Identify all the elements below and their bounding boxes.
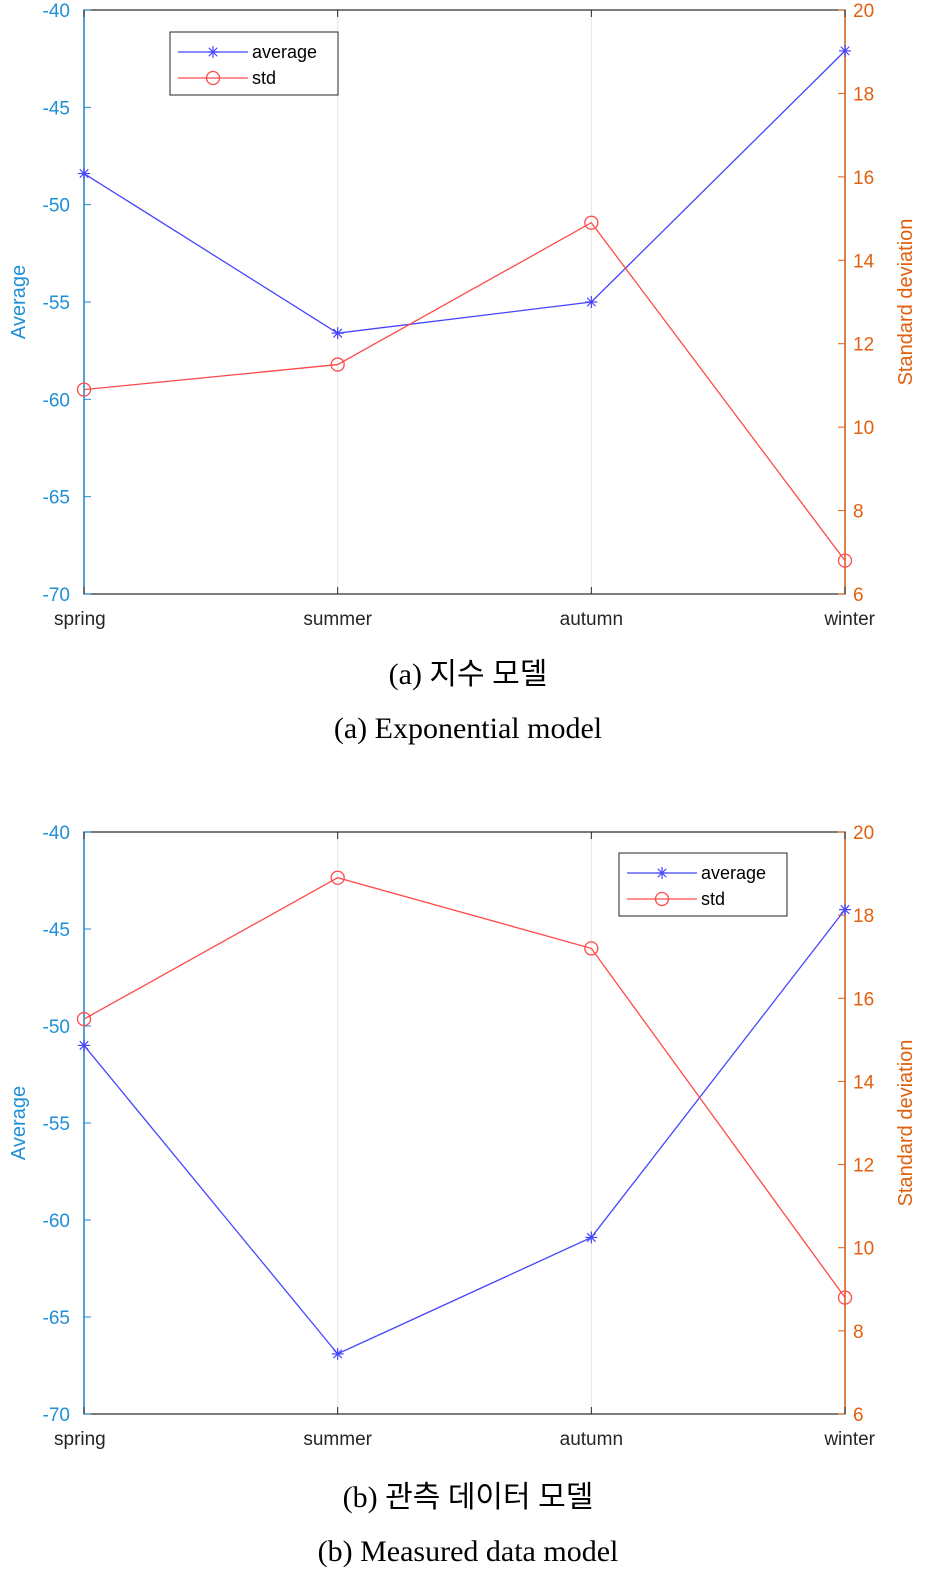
series-line-average — [83, 909, 846, 1355]
data-point-average — [331, 1347, 344, 1360]
left-tick-label: -60 — [43, 390, 70, 411]
x-tick-label: spring — [54, 609, 106, 630]
legend-box — [169, 31, 339, 96]
right-tick-label: 8 — [853, 502, 864, 523]
legend-box — [618, 852, 788, 917]
right-tick-label: 14 — [853, 251, 875, 272]
right-y-axis: 20 18 16 14 12 10 8 6 — [838, 823, 875, 1426]
data-point-std — [837, 553, 853, 568]
data-point-average — [839, 903, 851, 916]
data-point-average — [839, 44, 851, 57]
right-tick-label: 14 — [853, 1072, 875, 1093]
left-tick-label: -55 — [43, 293, 70, 314]
data-point-average — [78, 1039, 90, 1052]
x-tick-label: summer — [303, 1429, 372, 1450]
series-group — [76, 870, 853, 1360]
data-point-average — [585, 1231, 598, 1244]
series-group — [76, 44, 853, 568]
left-y-axis: -40 -45 -50 -55 -60 -65 -70 — [43, 1, 91, 606]
left-tick-label: -40 — [43, 823, 70, 844]
left-tick-label: -50 — [43, 1017, 70, 1038]
x-tick-label: spring — [54, 1429, 106, 1450]
right-tick-label: 10 — [853, 418, 874, 439]
right-tick-label: 20 — [853, 1, 874, 22]
legend-average-label: average — [701, 863, 766, 883]
plot-area — [83, 831, 846, 1415]
series-line-std — [83, 877, 846, 1298]
left-y-axis-title: Average — [8, 1086, 30, 1160]
left-y-axis-title: Average — [8, 265, 30, 339]
right-tick-label: 16 — [853, 989, 874, 1010]
legend-std-label: std — [252, 68, 276, 88]
caption-korean: (a) 지수 모델 — [389, 658, 548, 691]
right-tick-label: 10 — [853, 1239, 874, 1260]
left-tick-label: -60 — [43, 1211, 70, 1232]
data-point-std — [330, 357, 345, 372]
series-line-average — [83, 50, 846, 334]
right-tick-label: 6 — [853, 1405, 864, 1426]
legend-average-label: average — [252, 42, 317, 62]
data-point-std — [584, 215, 599, 230]
data-point-std — [584, 941, 599, 956]
x-tick-label: winter — [823, 609, 875, 630]
left-tick-label: -40 — [43, 1, 70, 22]
legend-asterisk-marker-icon — [207, 46, 219, 58]
right-tick-label: 8 — [853, 1322, 864, 1343]
right-tick-label: 12 — [853, 1156, 874, 1177]
right-tick-label: 20 — [853, 823, 874, 844]
right-y-axis-title: Standard deviation — [895, 1040, 917, 1207]
caption-english: (a) Exponential model — [334, 712, 602, 745]
right-y-axis: 20 18 16 14 12 10 8 6 — [838, 1, 875, 606]
chart-panel-b: -40 -45 -50 -55 -60 -65 -70 20 18 16 14 12 10 8 6 spr… — [8, 823, 917, 1568]
left-tick-label: -45 — [43, 98, 70, 119]
left-tick-label: -70 — [43, 585, 70, 606]
x-tick-label: autumn — [560, 609, 623, 630]
left-y-axis: -40 -45 -50 -55 -60 -65 -70 — [43, 823, 91, 1426]
left-tick-label: -65 — [43, 1308, 70, 1329]
x-axis: spring summer autumn winter — [54, 832, 876, 1450]
data-point-average — [331, 327, 344, 340]
right-tick-label: 12 — [853, 335, 874, 356]
right-y-axis-title: Standard deviation — [895, 219, 917, 386]
right-tick-label: 16 — [853, 168, 874, 189]
x-tick-label: autumn — [560, 1429, 623, 1450]
series-line-std — [83, 221, 846, 562]
right-tick-label: 18 — [853, 906, 874, 927]
caption-korean: (b) 관측 데이터 모델 — [343, 1481, 594, 1514]
right-tick-label: 18 — [853, 84, 874, 105]
left-tick-label: -50 — [43, 196, 70, 217]
legend-circle-marker-icon — [654, 891, 670, 907]
legend-asterisk-marker-icon — [656, 867, 668, 879]
grid-lines — [337, 10, 592, 594]
x-tick-label: winter — [823, 1429, 875, 1450]
data-point-average — [78, 167, 90, 180]
right-tick-label: 6 — [853, 585, 864, 606]
data-point-std — [76, 1011, 92, 1027]
data-point-std — [76, 382, 92, 397]
x-axis: spring summer autumn winter — [54, 10, 876, 630]
left-tick-label: -65 — [43, 488, 70, 509]
left-tick-label: -70 — [43, 1405, 70, 1426]
legend-std-label: std — [701, 889, 725, 909]
data-point-std — [330, 870, 345, 885]
data-point-std — [837, 1290, 853, 1305]
grid-lines — [337, 832, 592, 1414]
plot-area — [83, 9, 846, 595]
left-tick-label: -55 — [43, 1114, 70, 1135]
legend: average std — [169, 31, 339, 96]
legend: average std — [618, 852, 788, 917]
data-point-average — [585, 296, 598, 308]
legend-circle-marker-icon — [205, 70, 221, 86]
x-tick-label: summer — [303, 609, 372, 630]
chart-panel-a: -40 -45 -50 -55 -60 -65 -70 20 18 16 14 12 10 8 6 spr… — [8, 1, 917, 745]
left-tick-label: -45 — [43, 920, 70, 941]
caption-english: (b) Measured data model — [318, 1535, 619, 1568]
